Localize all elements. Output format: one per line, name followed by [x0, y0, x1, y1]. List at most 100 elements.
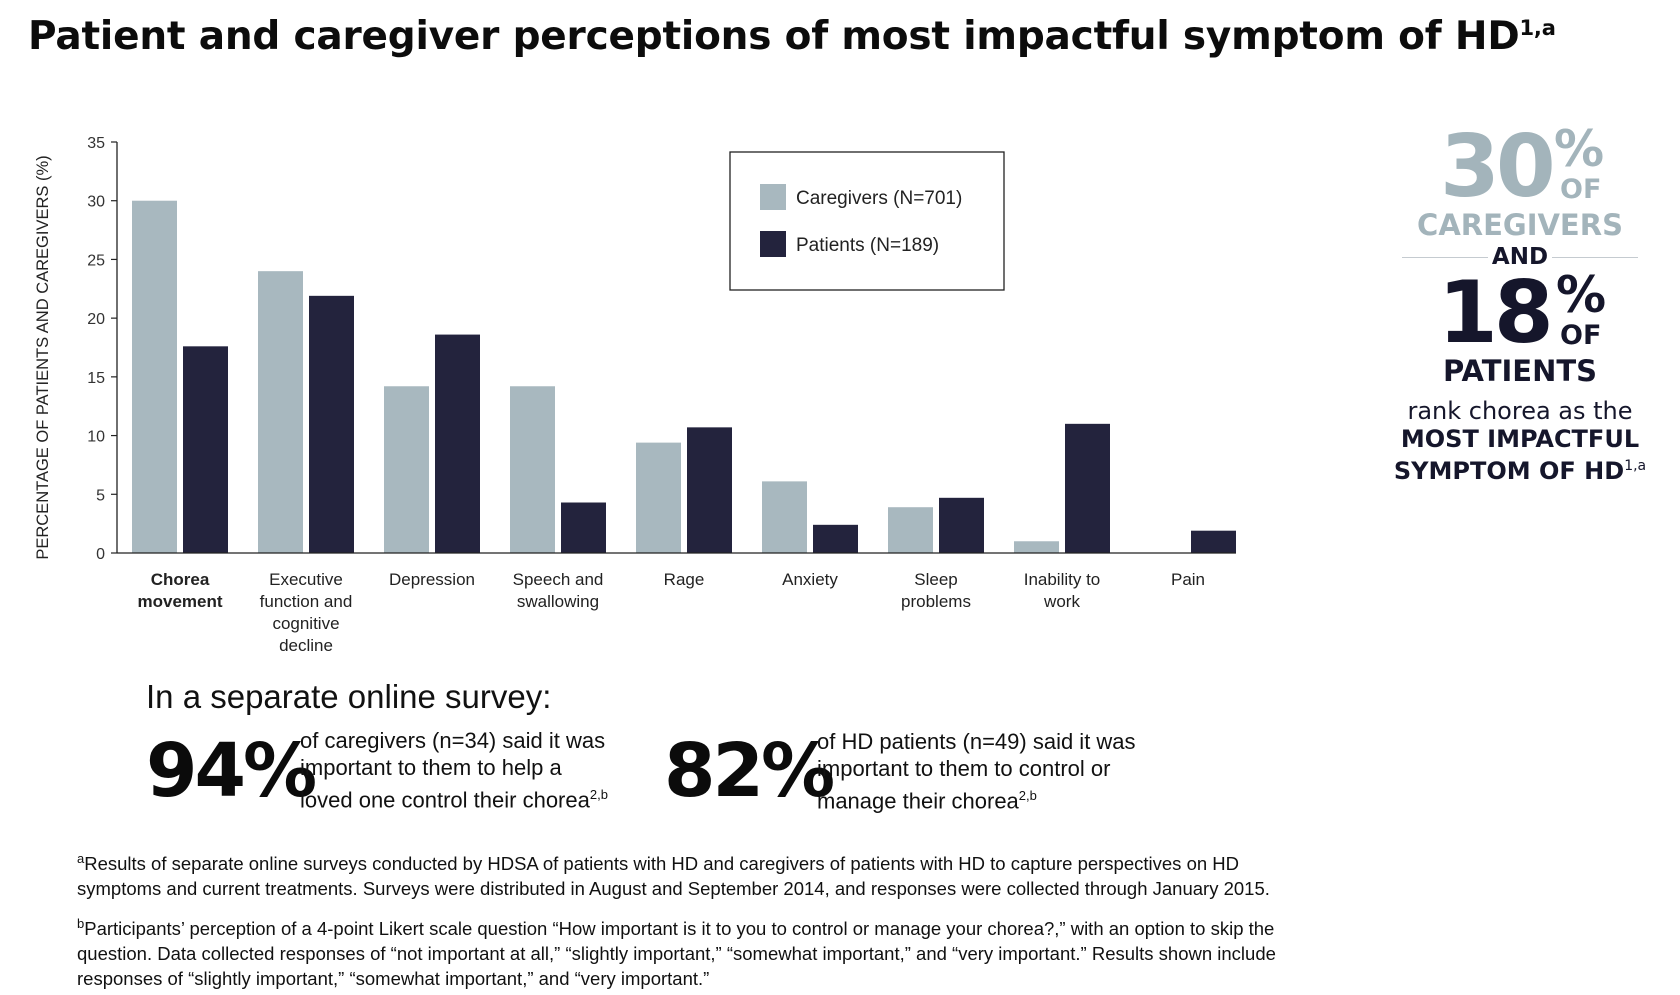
- legend: Caregivers (N=701) Patients (N=189): [729, 151, 1005, 291]
- and-divider: AND: [1380, 242, 1660, 272]
- bar-patients: [939, 497, 984, 553]
- patients-survey-line-3: manage their chorea2,b: [817, 782, 1136, 814]
- caregivers-survey-text: of caregivers (n=34) said it was importa…: [300, 727, 608, 813]
- caregivers-percent-sign: %: [1554, 120, 1605, 178]
- patients-percent-sign: %: [1556, 266, 1607, 324]
- patients-survey-sup: 2,b: [1018, 788, 1037, 803]
- callout-line-3-sup: 1,a: [1624, 458, 1647, 474]
- y-axis: 0 5 10 15 20 25 30 35 PERCENTAGE OF PATIENTS AND…: [34, 135, 118, 563]
- x-tick-label: Executive: [269, 570, 343, 589]
- patients-of: OF: [1560, 320, 1602, 351]
- bar-caregivers: [762, 481, 807, 553]
- x-tick-label: work: [1043, 592, 1080, 611]
- patients-survey-text: of HD patients (n=49) said it was import…: [817, 728, 1136, 814]
- y-tick-label: 35: [87, 135, 105, 152]
- y-tick-label: 20: [87, 311, 105, 328]
- x-tick-label: cognitive: [272, 614, 339, 633]
- bar-caregivers: [888, 507, 933, 553]
- y-tick-label: 30: [87, 194, 105, 211]
- footnote-a-line-1: aResults of separate online surveys cond…: [77, 846, 1397, 876]
- footnote-a-line-2: symptoms and current treatments. Surveys…: [77, 878, 1270, 900]
- footnote-b-line-2: question. Data collected responses of “n…: [77, 943, 1276, 965]
- footnote-a: aResults of separate online surveys cond…: [77, 846, 1397, 901]
- caregivers-survey-percent: 94%: [146, 728, 317, 814]
- caregivers-stat: 30 % OF: [1380, 122, 1660, 212]
- caregivers-of: OF: [1560, 174, 1602, 205]
- caregivers-survey-sup: 2,b: [589, 787, 608, 802]
- patients-survey-percent: 82%: [664, 728, 835, 814]
- bar-chart: 0 5 10 15 20 25 30 35 PERCENTAGE OF PATIENTS AND…: [34, 135, 1236, 655]
- bar-patients: [435, 334, 480, 553]
- footnote-b-line-3: responses of “slightly important,” “some…: [77, 968, 710, 990]
- bar-caregivers: [510, 386, 555, 553]
- legend-label: Caregivers (N=701): [796, 188, 962, 209]
- x-tick-label: Depression: [389, 570, 475, 589]
- footnote-b-line-1: bParticipants’ perception of a 4-point L…: [77, 911, 1397, 941]
- legend-label: Patients (N=189): [796, 235, 939, 256]
- patients-survey-line-2: important to them to control or: [817, 756, 1111, 781]
- y-tick-label: 25: [87, 252, 105, 269]
- page-title: Patient and caregiver perceptions of mos…: [28, 14, 1556, 59]
- bar-patients: [813, 524, 858, 553]
- bar-patients: [1191, 530, 1236, 553]
- bar-patients: [309, 295, 354, 553]
- footnote-a-mark: a: [77, 851, 85, 866]
- x-tick-label: Chorea: [151, 570, 210, 589]
- x-tick-label: Anxiety: [782, 570, 838, 589]
- divider-left: [1402, 257, 1488, 258]
- caregivers-label: CAREGIVERS: [1417, 208, 1623, 242]
- title-text: Patient and caregiver perceptions of mos…: [28, 14, 1520, 59]
- callout-line-3: SYMPTOM OF HD1,a: [1380, 453, 1660, 485]
- bar-caregivers: [1014, 541, 1059, 553]
- chorea-callout: 30 % OF CAREGIVERS AND 18 % OF PATIENTS …: [1380, 122, 1660, 485]
- bar-caregivers: [636, 442, 681, 553]
- x-tick-label: problems: [901, 592, 971, 611]
- caregivers-survey-line-1: of caregivers (n=34) said it was: [300, 728, 606, 753]
- x-axis: Chorea movement Executive function and cogni…: [117, 552, 1236, 655]
- x-tick-label: swallowing: [517, 592, 599, 611]
- y-tick-label: 0: [96, 546, 105, 563]
- x-tick-label: Pain: [1171, 570, 1205, 589]
- patients-percent: 18: [1438, 263, 1554, 363]
- divider-right: [1552, 257, 1638, 258]
- x-tick-label: Speech and: [513, 570, 604, 589]
- legend-swatch: [760, 184, 786, 210]
- patients-label: PATIENTS: [1442, 354, 1598, 388]
- bar-patients: [687, 427, 732, 553]
- footnote-a-line-1-text: Results of separate online surveys condu…: [84, 853, 1240, 875]
- footnote-b: bParticipants’ perception of a 4-point L…: [77, 911, 1397, 991]
- caregivers-survey-line-3: loved one control their chorea2,b: [300, 781, 608, 813]
- y-tick-label: 5: [96, 487, 105, 504]
- y-tick-label: 15: [87, 370, 105, 387]
- bar-caregivers: [132, 200, 177, 553]
- callout-line-3-text: SYMPTOM OF HD: [1393, 457, 1625, 485]
- bar-caregivers: [384, 386, 429, 553]
- x-tick-label: Rage: [664, 570, 705, 589]
- caregivers-survey-line-2: important to them to help a: [300, 755, 562, 780]
- x-tick-label: movement: [137, 592, 222, 611]
- callout-line-2: MOST IMPACTFUL: [1400, 425, 1640, 453]
- bars: [132, 200, 1236, 553]
- patients-survey-line-1: of HD patients (n=49) said it was: [817, 729, 1136, 754]
- legend-box: [729, 151, 1005, 291]
- y-axis-title: PERCENTAGE OF PATIENTS AND CAREGIVERS (%…: [34, 155, 52, 559]
- and-label: AND: [1491, 244, 1549, 270]
- x-tick-label: Inability to: [1024, 570, 1101, 589]
- bar-patients: [183, 346, 228, 553]
- patients-survey-line-3-text: manage their chorea: [817, 788, 1019, 814]
- x-tick-label: function and: [260, 592, 353, 611]
- caregivers-percent: 30: [1440, 117, 1556, 217]
- footnote-b-mark: b: [77, 916, 85, 931]
- callout-line-1: rank chorea as the: [1407, 397, 1633, 425]
- title-superscript: 1,a: [1519, 16, 1556, 40]
- bar-caregivers: [258, 271, 303, 553]
- legend-swatch: [760, 231, 786, 257]
- y-tick-label: 10: [87, 429, 105, 446]
- bar-patients: [561, 502, 606, 553]
- caregivers-survey-line-3-text: loved one control their chorea: [300, 787, 590, 813]
- x-tick-label: decline: [279, 636, 333, 655]
- patients-stat: 18 % OF: [1380, 266, 1660, 358]
- x-tick-label: Sleep: [914, 570, 957, 589]
- survey-heading: In a separate online survey:: [146, 678, 552, 715]
- footnote-b-line-1-text: Participants’ perception of a 4-point Li…: [84, 918, 1275, 940]
